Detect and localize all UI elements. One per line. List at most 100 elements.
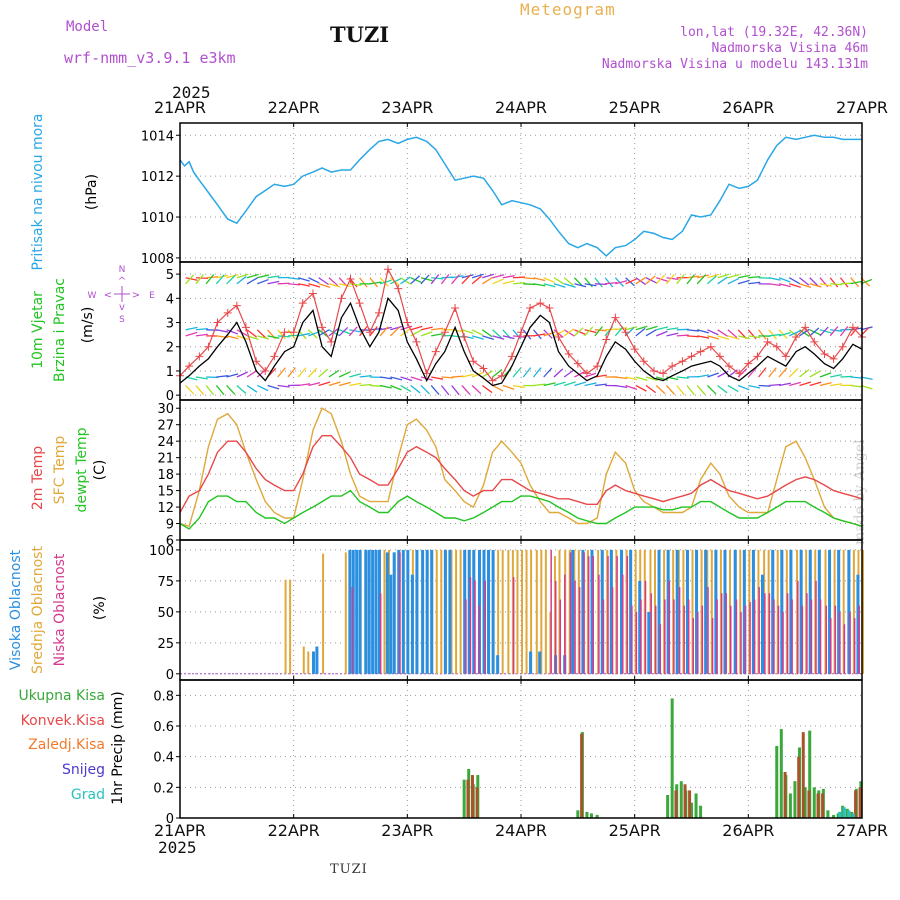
cloud-high-bar (704, 549, 708, 674)
wind-direction-arrow (615, 280, 628, 285)
station-title: TUZI (330, 22, 390, 47)
cloud-high-bar (714, 549, 718, 674)
precip-total-bar (779, 729, 783, 818)
cloud-mid-bar (459, 549, 462, 674)
cloud-low-bar (626, 556, 629, 674)
wind-direction-arrow (727, 273, 740, 279)
cloud-high-bar (364, 549, 368, 674)
wind-direction-arrow (533, 333, 546, 337)
compass-n: N (119, 265, 126, 275)
wind-direction-arrow (267, 335, 280, 339)
wind-direction-arrow (635, 276, 647, 285)
wind-direction-arrow (809, 283, 822, 288)
wind-direction-arrow (481, 329, 493, 338)
cloud-low-bar (635, 611, 638, 674)
wind-direction-arrow (666, 385, 675, 395)
cloud-low-bar (825, 605, 827, 674)
wind-direction-arrow (799, 277, 810, 286)
cloud-high-bar (847, 549, 851, 674)
wind-direction-arrow (625, 376, 638, 381)
wind-direction-arrow (431, 333, 444, 337)
wind-direction-arrow (369, 384, 382, 387)
cloud-high-bar (377, 549, 381, 674)
wind-units: (m/s) (80, 307, 96, 344)
wind-direction-arrow (788, 277, 801, 285)
wind-gust-marker (195, 352, 204, 361)
wind-direction-arrow (696, 274, 706, 285)
cloud-low-bar (592, 556, 594, 674)
wind-gust-marker (582, 369, 591, 378)
wind-direction-arrow (492, 368, 503, 378)
wind-direction-arrow (471, 384, 482, 395)
precip-total-bar (699, 805, 703, 818)
date-label-top: 25APR (609, 98, 661, 117)
precip-convective-bar (858, 787, 862, 818)
pressure-line (179, 134, 862, 257)
cloud-high-bar (742, 549, 746, 674)
temp-2m-line (179, 435, 863, 513)
wind-direction-arrow (656, 330, 668, 337)
cloud-units: (%) (92, 596, 108, 620)
cloud-low-bar (764, 593, 766, 674)
wind-direction-arrow (512, 384, 525, 389)
wind-direction-arrow (584, 326, 594, 337)
wind-direction-arrow (819, 283, 832, 287)
cloud-low-bar (650, 593, 652, 674)
precip-convective-bar (797, 756, 801, 818)
date-label-top: 26APR (722, 98, 774, 117)
wind-direction-arrow (257, 335, 270, 340)
wind-direction-arrow (226, 273, 239, 279)
cloud-high-bar (401, 549, 405, 674)
cloud-low-bar (578, 587, 581, 674)
wind-direction-arrow (573, 327, 584, 337)
wind-direction-arrow (788, 330, 801, 337)
date-label-top: 24APR (495, 98, 547, 117)
y-tick-label: 3 (166, 317, 174, 332)
cloud-high-bar (348, 549, 352, 674)
wind-direction-arrow (819, 326, 829, 337)
cloud-low-bar (768, 593, 771, 674)
cloud-low-bar (583, 552, 585, 674)
wind-direction-arrow (267, 384, 280, 390)
wind-direction-arrow (410, 275, 421, 285)
wind-direction-arrow (748, 281, 761, 285)
wind-direction-arrow (502, 280, 515, 285)
cloud-high-bar (311, 651, 315, 674)
cloud-high-bar (609, 549, 613, 674)
cloud-low-bar (819, 599, 822, 674)
wind-direction-arrow (308, 330, 320, 337)
cloud-low-bar (469, 577, 472, 674)
cloud-low-bar (478, 605, 481, 674)
wind-direction-arrow (195, 385, 205, 396)
precip-legend-item: Konvek.Kisa (21, 713, 105, 729)
wind-direction-arrow (676, 334, 689, 337)
cloud-high-bar (472, 549, 476, 674)
wind-gust-marker (848, 323, 857, 332)
wind-gust-marker (829, 354, 838, 363)
precip-total-bar (812, 787, 816, 818)
wind-direction-arrow (533, 277, 546, 282)
wind-direction-arrow (543, 283, 556, 288)
cloud-low-bar (749, 601, 751, 674)
cloud-high-bar (828, 549, 832, 674)
y-tick-label: 12 (157, 501, 174, 516)
wind-gust-marker (792, 333, 801, 342)
cloud-mid-bar (516, 549, 519, 674)
cloud-high-bar (780, 549, 784, 674)
wind-direction-arrow (410, 376, 423, 382)
wind-direction-arrow (359, 374, 372, 378)
wind-direction-arrow (441, 376, 454, 379)
wind-direction-arrow (389, 277, 402, 285)
wind-direction-arrow (420, 277, 433, 282)
wind-direction-arrow (441, 276, 454, 279)
wind-direction-arrow (819, 372, 832, 378)
cloud-low-bar (399, 552, 401, 674)
precip-total-bar (832, 814, 836, 818)
cloud-low-bar (512, 577, 515, 674)
wind-direction-arrow (236, 275, 247, 285)
wind-direction-arrow (768, 383, 781, 387)
wind-direction-arrow (748, 276, 761, 279)
wind-gust-marker (554, 333, 563, 342)
wind-direction-arrow (768, 367, 777, 378)
cloud-mid-bar (284, 579, 287, 674)
